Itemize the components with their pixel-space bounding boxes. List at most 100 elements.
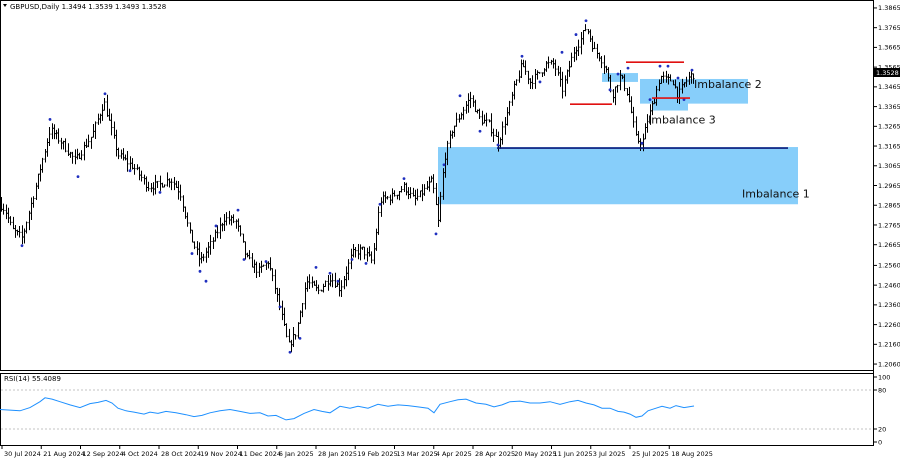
- fractal-point: [690, 68, 694, 72]
- time-tick-label: 4 Apr 2025: [436, 450, 472, 458]
- rsi-tick-label: 80: [878, 386, 886, 394]
- time-tick-label: 19 Nov 2024: [200, 450, 242, 458]
- fractal-point: [190, 252, 194, 255]
- price-tick-label: 1.2665: [878, 241, 900, 249]
- time-tick-label: 11 Dec 2024: [240, 450, 282, 458]
- fractal-point: [402, 177, 406, 181]
- fractal-point: [378, 202, 382, 206]
- rsi-series: [0, 397, 695, 421]
- fractal-point: [584, 19, 588, 23]
- price-tick-label: 1.3365: [878, 103, 900, 111]
- fractal-point: [298, 337, 302, 340]
- price-tick-label: 1.2260: [878, 321, 900, 329]
- time-tick-label: 28 Jan 2025: [318, 450, 357, 458]
- fractal-point: [236, 208, 240, 212]
- price-tick-label: 1.3565: [878, 63, 900, 71]
- fractal-point: [676, 76, 680, 80]
- price-tick-label: 1.3765: [878, 24, 900, 32]
- fractal-point: [616, 72, 620, 76]
- price-tick-label: 1.2360: [878, 301, 900, 309]
- price-tick-label: 1.3165: [878, 142, 900, 150]
- fractal-point: [626, 66, 630, 70]
- fractal-point: [458, 94, 462, 98]
- zone-imbalance-1: [438, 147, 798, 205]
- fractal-point: [350, 258, 354, 261]
- price-tick-label: 1.3065: [878, 162, 900, 170]
- rsi-title: RSI(14) 55.4089: [4, 375, 61, 383]
- fractal-point: [478, 129, 482, 133]
- fractal-point: [666, 64, 670, 68]
- zone-label: Imbalance 1: [742, 187, 810, 200]
- current-price-tag-bg: [874, 68, 900, 77]
- fractal-point: [336, 279, 340, 283]
- price-tick-label: 1.3265: [878, 123, 900, 131]
- price-tick-label: 1.3865: [878, 4, 900, 12]
- rsi-tick-label: 20: [878, 425, 886, 433]
- fractal-point: [48, 118, 52, 121]
- price-tick-label: 1.2965: [878, 182, 900, 190]
- zone-label: Imbalance 3: [648, 113, 716, 126]
- chart-title-arrow-icon: [3, 4, 7, 7]
- fractal-point: [434, 232, 438, 236]
- rsi-tick-label: 100: [878, 373, 890, 381]
- fractal-point: [278, 305, 282, 309]
- fractal-point: [496, 143, 500, 147]
- price-tick-label: 1.3465: [878, 83, 900, 91]
- fractal-point: [574, 33, 578, 36]
- rsi-axis: 100 80 20 0: [873, 373, 890, 446]
- chart-title: GBPUSD,Daily 1.3494 1.3539 1.3493 1.3528: [10, 3, 166, 11]
- fractal-point: [128, 169, 132, 173]
- time-tick-label: 13 Mar 2025: [397, 450, 438, 458]
- fractal-point: [20, 244, 24, 248]
- time-tick-label: 28 Oct 2024: [161, 450, 201, 458]
- time-tick-label: 6 Jan 2025: [279, 450, 314, 458]
- fractal-point: [364, 262, 368, 265]
- price-tick-label: 1.2865: [878, 202, 900, 210]
- fractal-point: [76, 175, 80, 179]
- price-tick-label: 1.2765: [878, 221, 900, 229]
- fractal-point: [648, 98, 652, 102]
- fractal-point: [538, 80, 542, 84]
- time-tick-label: 3 Jul 2025: [593, 450, 626, 458]
- price-fractal-points: [20, 19, 694, 354]
- time-tick-label: 18 Aug 2025: [671, 450, 713, 458]
- price-tick-label: 1.2460: [878, 281, 900, 289]
- price-tick-label: 1.3665: [878, 44, 900, 52]
- current-price-tag: 1.3528: [876, 69, 899, 77]
- time-tick-label: 30 Jul 2024: [4, 450, 41, 458]
- fractal-point: [264, 260, 268, 263]
- fractal-point: [658, 64, 662, 68]
- price-tick-label: 1.2060: [878, 360, 900, 368]
- fractal-point: [103, 92, 107, 96]
- level-lines: [497, 61, 788, 149]
- fractal-point: [682, 98, 686, 102]
- fractal-point: [214, 224, 218, 228]
- zone-labels: Imbalance 2 Imbalance 3 Imbalance 1: [648, 78, 810, 200]
- time-tick-label: 4 Oct 2024: [122, 450, 158, 458]
- zone-label: Imbalance 2: [694, 78, 762, 91]
- fractal-point: [288, 350, 292, 354]
- price-axis: 1.3865 1.3765 1.3665 1.3565 1.3465 1.3365 1.32…: [873, 4, 900, 368]
- zone-imbalance-3: [652, 101, 688, 111]
- fractal-point: [442, 163, 446, 167]
- fractal-point: [314, 265, 318, 269]
- price-tick-label: 1.2160: [878, 341, 900, 349]
- fractal-point: [158, 191, 162, 194]
- rsi-tick-label: 0: [878, 438, 882, 446]
- fractal-point: [328, 271, 332, 275]
- price-tick-label: 1.2560: [878, 262, 900, 270]
- imbalance-zones: [438, 73, 798, 205]
- time-tick-label: 21 Aug 2024: [43, 450, 85, 458]
- time-tick-label: 11 Jun 2025: [554, 450, 593, 458]
- time-tick-label: 25 Jul 2025: [632, 450, 669, 458]
- time-tick-label: 19 Feb 2025: [357, 450, 397, 458]
- time-tick-label: 12 Sep 2024: [83, 450, 124, 458]
- price-bars: [0, 24, 695, 353]
- fractal-point: [560, 50, 564, 54]
- fractal-point: [520, 54, 524, 58]
- fractal-point: [198, 269, 202, 273]
- time-tick-label: 20 May 2025: [514, 450, 556, 458]
- time-tick-label: 28 Apr 2025: [475, 450, 515, 458]
